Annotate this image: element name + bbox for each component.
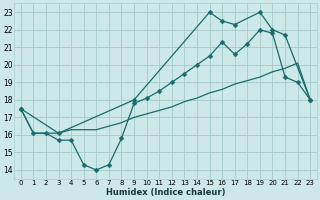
X-axis label: Humidex (Indice chaleur): Humidex (Indice chaleur) bbox=[106, 188, 225, 197]
